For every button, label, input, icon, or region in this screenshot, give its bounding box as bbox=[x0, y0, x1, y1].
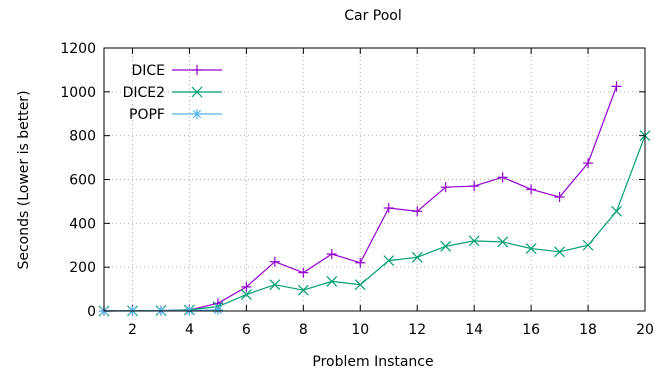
data-point-dice bbox=[412, 206, 423, 217]
data-point-dice bbox=[269, 256, 280, 267]
x-tick-label: 18 bbox=[579, 322, 597, 338]
data-point-dice2 bbox=[582, 239, 594, 251]
data-point-dice2 bbox=[440, 240, 452, 252]
data-point-dice bbox=[298, 267, 309, 278]
chart-title: Car Pool bbox=[344, 8, 402, 24]
legend-marker-popf bbox=[192, 109, 202, 119]
data-point-dice2 bbox=[240, 289, 252, 300]
x-tick-label: 10 bbox=[351, 322, 369, 338]
data-point-dice2 bbox=[525, 243, 537, 254]
plot-series bbox=[98, 81, 651, 317]
y-tick-label: 800 bbox=[69, 129, 96, 145]
y-axis-label: Seconds (Lower is better) bbox=[16, 90, 32, 269]
data-point-dice bbox=[469, 181, 480, 192]
data-point-popf bbox=[212, 304, 223, 315]
legend: DICE DICE2 POPF bbox=[123, 63, 222, 123]
legend-label-dice2: DICE2 bbox=[123, 85, 165, 101]
data-point-dice bbox=[497, 172, 508, 183]
y-tick-label: 0 bbox=[87, 304, 96, 320]
data-point-dice bbox=[326, 249, 337, 260]
y-tick-label: 400 bbox=[69, 216, 96, 232]
x-axis-label: Problem Instance bbox=[312, 354, 433, 370]
x-tick-label: 14 bbox=[465, 322, 483, 338]
data-point-dice bbox=[241, 281, 252, 292]
series-line-dice2 bbox=[103, 135, 646, 312]
y-tick-label: 1200 bbox=[60, 41, 96, 57]
data-point-dice bbox=[611, 81, 622, 92]
legend-label-dice: DICE bbox=[131, 63, 165, 79]
plot-frame bbox=[103, 47, 646, 312]
data-point-dice2 bbox=[468, 235, 480, 247]
data-point-dice bbox=[526, 184, 537, 195]
grid-lines bbox=[104, 48, 645, 311]
x-axis-ticks: 2 4 6 8 10 12 14 16 18 20 bbox=[128, 48, 654, 338]
x-tick-label: 16 bbox=[522, 322, 540, 338]
data-point-dice bbox=[583, 158, 594, 169]
data-point-dice2 bbox=[269, 279, 281, 291]
y-tick-label: 600 bbox=[69, 173, 96, 189]
x-tick-label: 8 bbox=[299, 322, 308, 338]
data-point-dice2 bbox=[411, 251, 423, 263]
y-axis-ticks: 0 200 400 600 800 1000 1200 bbox=[60, 41, 645, 320]
data-point-dice bbox=[440, 182, 451, 193]
y-tick-label: 1000 bbox=[60, 85, 96, 101]
data-point-dice2 bbox=[383, 255, 395, 267]
data-point-dice2 bbox=[497, 236, 509, 248]
x-tick-label: 6 bbox=[242, 322, 251, 338]
x-tick-label: 4 bbox=[185, 322, 194, 338]
data-point-dice2 bbox=[554, 246, 566, 258]
data-point-dice2 bbox=[326, 275, 338, 287]
legend-marker-dice bbox=[192, 65, 202, 75]
data-point-dice2 bbox=[297, 284, 309, 296]
x-tick-label: 2 bbox=[128, 322, 137, 338]
data-point-dice2 bbox=[611, 205, 622, 217]
data-point-dice bbox=[554, 192, 565, 203]
x-tick-label: 20 bbox=[636, 322, 654, 338]
y-tick-label: 200 bbox=[69, 260, 96, 276]
series-dice2 bbox=[98, 130, 651, 317]
data-point-dice bbox=[355, 257, 366, 268]
legend-marker-dice2 bbox=[191, 86, 203, 98]
data-point-dice2 bbox=[354, 279, 366, 291]
x-tick-label: 12 bbox=[408, 322, 426, 338]
legend-label-popf: POPF bbox=[129, 107, 165, 123]
data-point-dice bbox=[383, 202, 394, 213]
